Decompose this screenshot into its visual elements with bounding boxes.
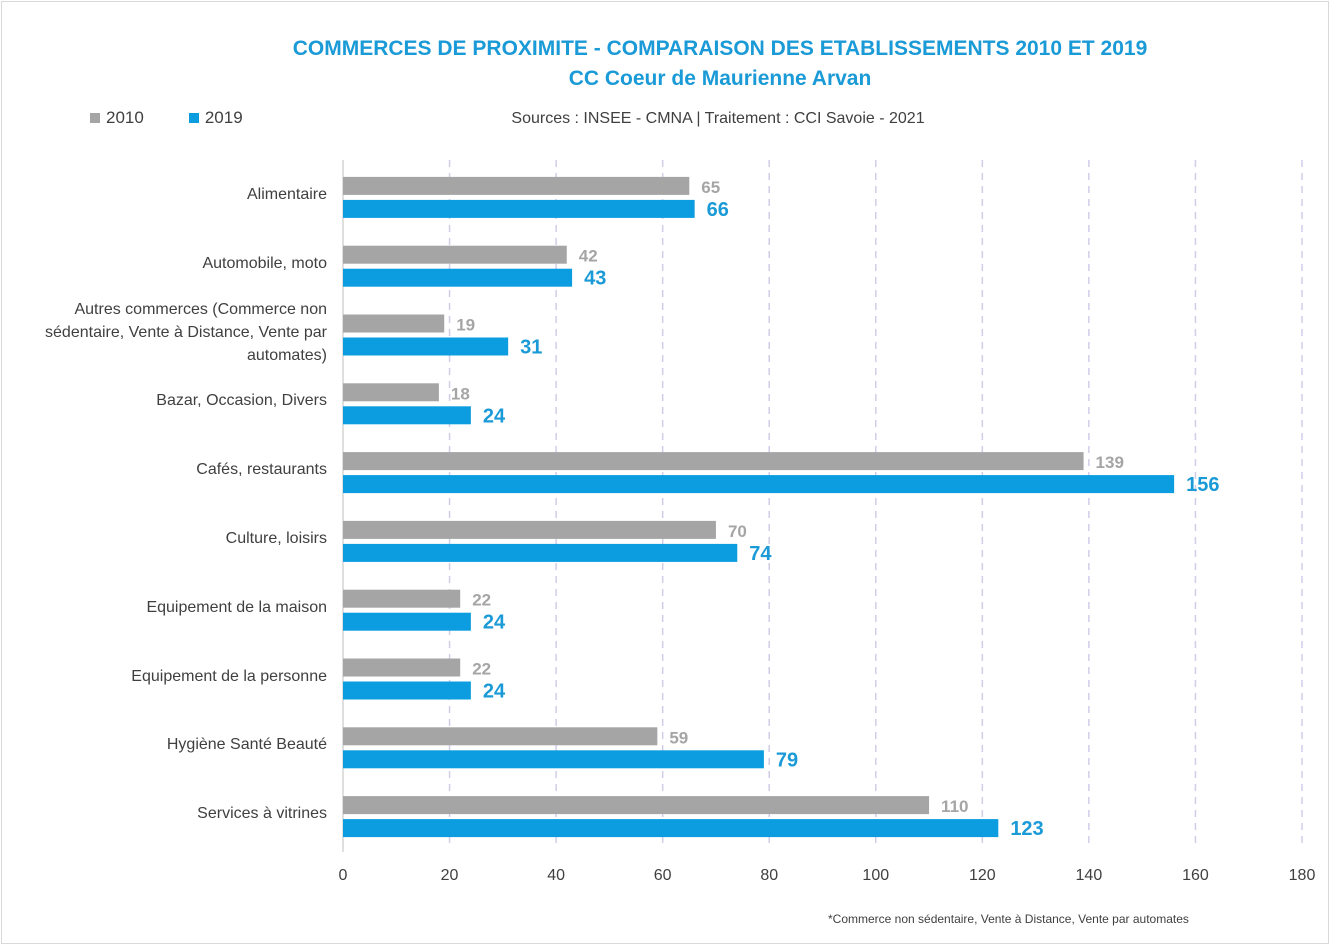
chart-subtitle: CC Coeur de Maurienne Arvan (568, 67, 872, 90)
bar-2010 (343, 727, 658, 746)
bar-2010 (343, 796, 930, 815)
legend: 2010 2019 (90, 108, 243, 128)
bar-2019 (343, 750, 764, 769)
x-tick-label: 20 (441, 867, 459, 884)
chart-sources: Sources : INSEE - CMNA | Traitement : CC… (511, 110, 925, 127)
x-tick-label: 180 (1289, 867, 1316, 884)
x-tick-label: 120 (969, 867, 996, 884)
bar-2010 (343, 658, 461, 677)
bar-2010 (343, 589, 461, 608)
bar-2019 (343, 681, 471, 700)
chart-title: COMMERCES DE PROXIMITE - COMPARAISON DES… (292, 37, 1148, 60)
category-label: Automobile, moto (202, 254, 327, 272)
bar-2019 (343, 268, 573, 287)
category-label: Bazar, Occasion, Divers (156, 392, 327, 410)
x-tick-label: 40 (547, 867, 565, 884)
data-label-2019: 43 (584, 268, 606, 290)
bar-2019 (343, 199, 695, 218)
legend-label-2019: 2019 (204, 108, 243, 127)
category-label: Services à vitrines (197, 805, 327, 823)
category-label: Culture, loisirs (225, 529, 327, 547)
data-label-2010: 22 (472, 591, 491, 610)
bar-2010 (343, 452, 1084, 471)
legend-item-2019: 2019 (188, 108, 243, 128)
data-label-2010: 110 (941, 797, 968, 816)
x-tick-label: 100 (862, 867, 889, 884)
x-tick-label: 0 (339, 867, 348, 884)
data-label-2019: 31 (520, 337, 542, 359)
legend-swatch-2019 (188, 113, 199, 123)
bar-2019 (343, 406, 471, 425)
bar-2019 (343, 543, 738, 562)
bar-2010 (343, 314, 445, 333)
bar-2010 (343, 383, 439, 402)
bar-2010 (343, 245, 567, 264)
x-tick-label: 160 (1182, 867, 1209, 884)
data-label-2019: 24 (483, 681, 506, 703)
data-label-2010: 65 (701, 178, 720, 197)
data-label-2019: 79 (776, 749, 798, 771)
x-tick-label: 80 (760, 867, 778, 884)
legend-swatch-2010 (90, 113, 100, 123)
legend-label-2010: 2010 (106, 108, 144, 127)
data-label-2010: 139 (1096, 453, 1124, 472)
legend-item-2010: 2010 (90, 108, 144, 128)
x-tick-label: 140 (1076, 867, 1103, 884)
bar-2019 (343, 337, 509, 356)
data-label-2019: 24 (483, 612, 506, 634)
category-label: Hygiène Santé Beauté (166, 736, 327, 754)
data-label-2019: 156 (1186, 474, 1219, 496)
bar-2019 (343, 612, 471, 631)
data-label-2010: 18 (451, 384, 470, 403)
data-label-2010: 19 (456, 316, 475, 335)
data-label-2010: 22 (472, 660, 491, 679)
category-label: Alimentaire (246, 185, 327, 203)
category-label: Equipement de la personne (131, 667, 327, 685)
data-label-2019: 74 (749, 543, 772, 565)
bar-2010 (343, 176, 690, 195)
data-label-2019: 66 (707, 199, 729, 221)
category-label: Autres commerces (Commerce non sédentair… (45, 300, 327, 364)
bar-2019 (343, 819, 999, 838)
data-label-2019: 24 (483, 405, 506, 427)
data-label-2010: 59 (669, 728, 688, 747)
bar-2010 (343, 520, 716, 539)
category-label: Equipement de la maison (146, 598, 327, 616)
category-label: Cafés, restaurants (196, 461, 327, 479)
x-tick-label: 60 (654, 867, 672, 884)
bar-2019 (343, 475, 1175, 494)
data-label-2010: 42 (579, 247, 598, 266)
data-label-2019: 123 (1010, 818, 1043, 840)
data-label-2010: 70 (728, 522, 747, 541)
chart-footnote: *Commerce non sédentaire, Vente à Distan… (828, 912, 1189, 926)
